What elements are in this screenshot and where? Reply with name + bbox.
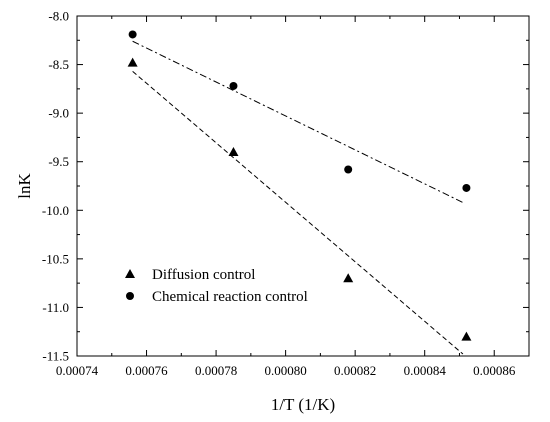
y-tick-label: -11.0 xyxy=(42,300,69,315)
x-axis-ticks: 0.00074 0.00076 0.00078 0.00080 0.00082 0.000… xyxy=(56,16,516,378)
x-tick-label: 0.00080 xyxy=(264,363,306,378)
legend-label: Chemical reaction control xyxy=(152,289,308,305)
data-point-circle xyxy=(462,183,471,192)
legend-marker-circle xyxy=(126,292,134,300)
x-tick-label: 0.00078 xyxy=(195,363,237,378)
data-point-circle xyxy=(344,165,353,174)
x-tick-label: 0.00082 xyxy=(334,363,376,378)
x-tick-label: 0.00086 xyxy=(473,363,516,378)
data-points xyxy=(127,30,472,341)
data-point-triangle xyxy=(228,147,239,156)
y-tick-label: -9.0 xyxy=(48,106,69,121)
fit-lines xyxy=(132,40,464,355)
y-tick-label: -8.5 xyxy=(48,57,69,72)
x-tick-label: 0.00074 xyxy=(56,363,99,378)
data-point-circle xyxy=(229,81,238,90)
fit-line-triangle xyxy=(132,70,464,355)
data-point-triangle xyxy=(343,273,354,283)
y-tick-label: -8.0 xyxy=(48,9,69,24)
x-axis-title: 1/T (1/K) xyxy=(271,395,335,414)
y-tick-label: -10.0 xyxy=(42,203,69,218)
y-axis-ticks: -8.0 -8.5 -9.0 -9.5 -10.0 -10.5 -11.0 -11.5 xyxy=(42,9,529,364)
y-axis-title: lnK xyxy=(15,173,34,199)
y-tick-label: -11.5 xyxy=(42,349,69,364)
x-tick-label: 0.00076 xyxy=(125,363,168,378)
y-tick-label: -10.5 xyxy=(42,251,69,266)
y-tick-label: -9.5 xyxy=(48,154,69,169)
legend-marker-triangle xyxy=(125,269,135,278)
plot-frame xyxy=(76,15,530,357)
x-tick-label: 0.00084 xyxy=(404,363,447,378)
legend-label: Diffusion control xyxy=(152,267,255,283)
data-point-circle xyxy=(128,30,137,39)
data-point-triangle xyxy=(461,331,472,341)
fit-line-circle xyxy=(132,40,464,203)
data-point-triangle xyxy=(127,57,138,67)
legend: Diffusion control Chemical reaction contr… xyxy=(125,267,308,305)
